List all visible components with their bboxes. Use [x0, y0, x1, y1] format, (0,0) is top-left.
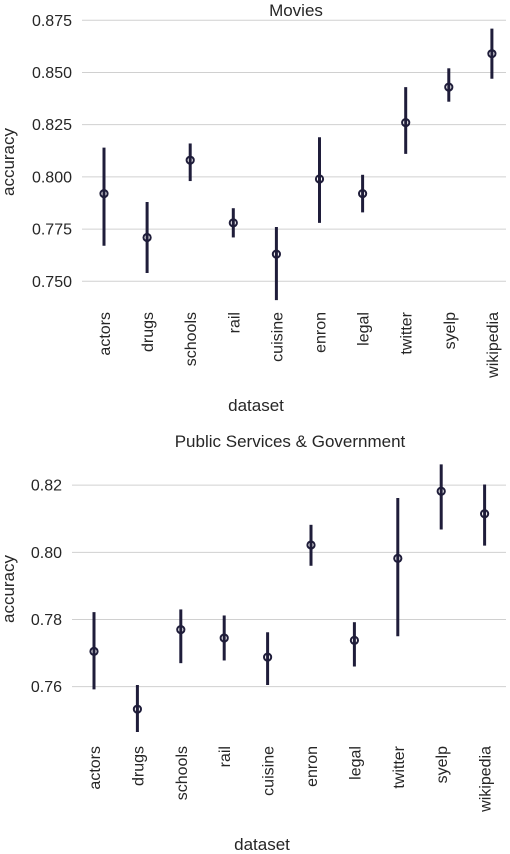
x-tick-label: actors: [87, 746, 104, 790]
x-tick-label: enron: [304, 746, 321, 787]
y-tick-label: 0.875: [32, 13, 72, 30]
data-point: [271, 249, 281, 259]
data-point: [185, 155, 195, 165]
data-point: [89, 646, 99, 657]
x-tick-label: rail: [226, 312, 243, 333]
x-tick-label: cuisine: [261, 746, 278, 796]
y-tick-label: 0.750: [32, 274, 72, 291]
y-tick-label: 0.800: [32, 169, 72, 186]
data-point: [436, 486, 446, 496]
x-tick-label: enron: [313, 312, 330, 353]
x-tick-label: cuisine: [269, 312, 286, 362]
x-tick-label: drugs: [130, 746, 147, 786]
x-tick-label: actors: [97, 312, 114, 356]
chart-public-services: Public Services & Government dataset acc…: [0, 432, 506, 854]
x-tick-label: twitter: [391, 745, 408, 788]
data-point: [132, 704, 142, 714]
y-tick-label: 0.825: [32, 117, 72, 134]
data-point: [263, 652, 273, 662]
data-point: [358, 188, 368, 199]
y-axis-label: accuracy: [0, 127, 18, 196]
y-tick-label: 0.76: [31, 679, 62, 696]
data-point: [142, 232, 152, 243]
x-axis-label: dataset: [234, 835, 290, 854]
y-axis-label: accuracy: [0, 554, 18, 623]
x-tick-label: rail: [217, 746, 234, 767]
data-point: [393, 553, 403, 563]
x-tick-label: legal: [356, 312, 373, 346]
x-tick-label: wikipedia: [485, 312, 502, 379]
y-tick-label: 0.82: [31, 478, 62, 495]
data-point: [176, 624, 186, 635]
x-axis-label: dataset: [228, 396, 284, 415]
x-tick-label: drugs: [140, 312, 157, 352]
x-tick-label: wikipedia: [478, 746, 495, 813]
data-point: [99, 188, 109, 199]
chart-title: Public Services & Government: [175, 432, 406, 451]
data-point: [306, 540, 316, 550]
data-point: [228, 218, 238, 228]
data-point: [219, 633, 229, 643]
x-tick-label: legal: [347, 746, 364, 780]
data-point: [314, 174, 325, 184]
y-tick-label: 0.78: [31, 612, 62, 629]
y-tick-label: 0.775: [32, 222, 72, 239]
chart-movies: Movies dataset accuracy 0.750 0.775 0.800 0…: [0, 1, 506, 415]
data-point: [480, 509, 490, 519]
data-point: [349, 635, 359, 645]
data-point: [487, 49, 497, 59]
x-tick-label: syelp: [434, 746, 451, 783]
x-tick-label: schools: [174, 746, 191, 800]
chart-title: Movies: [269, 1, 323, 20]
y-tick-label: 0.80: [31, 545, 62, 562]
data-point: [444, 82, 454, 92]
x-tick-label: schools: [183, 312, 200, 366]
x-tick-label: syelp: [442, 312, 459, 349]
y-tick-label: 0.850: [32, 65, 72, 82]
x-tick-label: twitter: [399, 311, 416, 354]
data-point: [401, 117, 411, 128]
